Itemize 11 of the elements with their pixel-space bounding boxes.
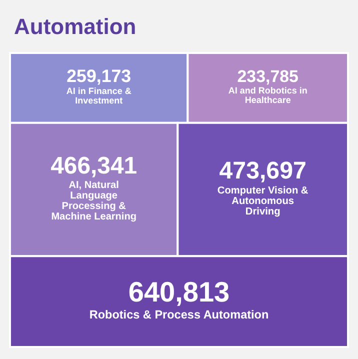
category-label: Robotics & Process Automation (89, 308, 269, 322)
category-label: Computer Vision & Autonomous Driving (217, 185, 308, 218)
text: Automation (14, 14, 136, 39)
data-label: 466,341 (50, 152, 138, 180)
data-label: 259,173 (66, 66, 132, 86)
data-label: 640,813 (128, 276, 230, 308)
category-label: AI, Natural Language Processing & Machine Learning (51, 180, 136, 223)
category-label: AI and Robotics in Healthcare (228, 86, 308, 106)
category-label: AI in Finance & Investment (66, 86, 132, 106)
data-label: 233,785 (237, 67, 298, 86)
data-label: 473,697 (219, 158, 306, 185)
